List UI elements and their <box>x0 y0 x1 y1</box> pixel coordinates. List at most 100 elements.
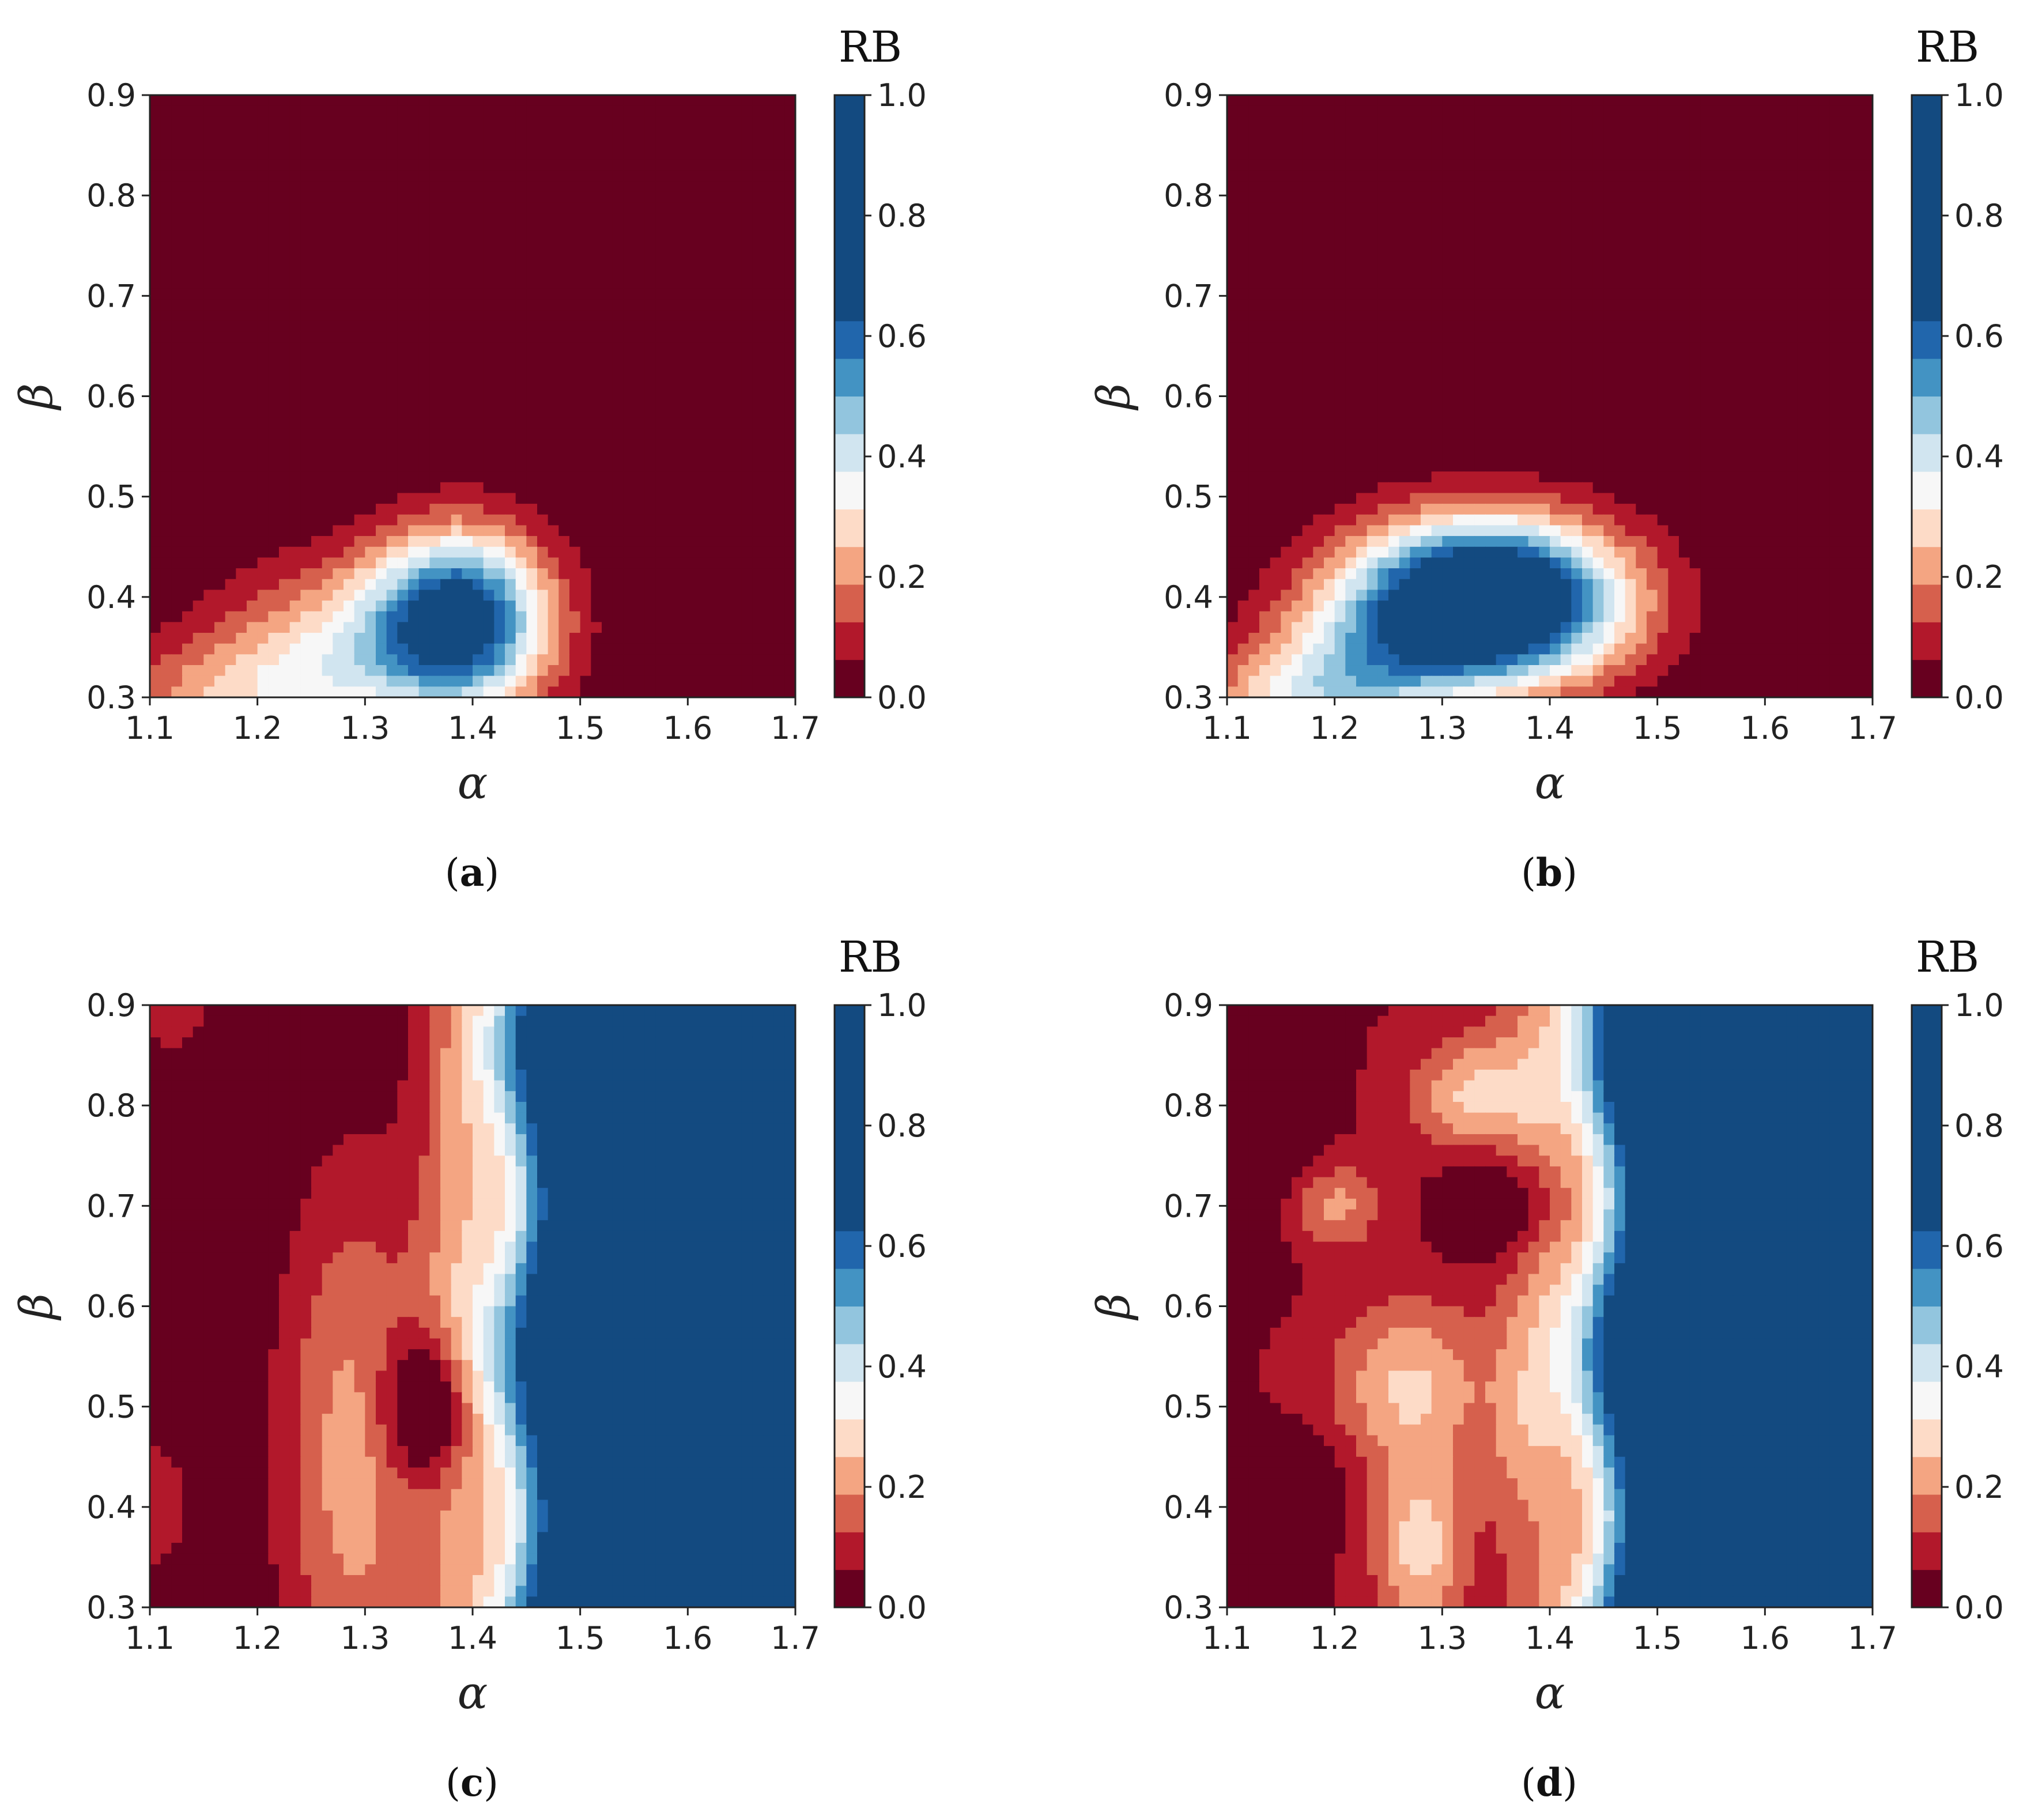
contour-cell <box>677 181 689 192</box>
contour-cell <box>1356 353 1368 365</box>
contour-cell <box>1679 170 1690 182</box>
contour-cell <box>160 601 172 612</box>
contour-cell <box>462 159 473 171</box>
contour-cell <box>429 439 441 451</box>
contour-cell <box>1689 213 1701 225</box>
contour-cell <box>1851 170 1863 182</box>
contour-cell <box>720 514 731 526</box>
contour-cell <box>1668 95 1679 107</box>
contour-cell <box>709 557 721 569</box>
contour-cell <box>494 601 505 612</box>
contour-cell <box>1582 256 1594 268</box>
contour-cell <box>763 675 775 688</box>
contour-cell <box>709 568 721 580</box>
contour-cell <box>548 675 560 688</box>
contour-cell <box>580 331 592 343</box>
contour-cell <box>784 331 796 343</box>
contour-cell <box>1313 364 1324 375</box>
contour-cell <box>644 181 656 192</box>
contour-cell <box>709 267 721 279</box>
contour-cell <box>1711 278 1723 289</box>
contour-cell <box>192 191 205 203</box>
contour-cell <box>1431 181 1443 192</box>
contour-cell <box>462 375 473 386</box>
contour-cell <box>709 310 721 322</box>
contour-cell <box>526 633 538 644</box>
contour-cell <box>1722 342 1734 354</box>
contour-cell <box>1647 364 1658 375</box>
contour-cell <box>1797 342 1809 354</box>
contour-cell <box>1539 310 1550 322</box>
contour-cell <box>182 601 194 612</box>
contour-cell <box>257 256 269 268</box>
contour-cell <box>784 546 796 558</box>
contour-cell <box>505 601 516 612</box>
contour-cell <box>311 364 323 375</box>
contour-cell <box>591 202 602 214</box>
contour-cell <box>634 504 646 515</box>
contour-cell <box>1518 116 1529 128</box>
contour-cell <box>1636 299 1647 311</box>
contour-cell <box>752 493 764 504</box>
contour-cell <box>602 95 613 107</box>
contour-cell <box>569 396 581 407</box>
contour-cell <box>1302 191 1314 203</box>
contour-cell <box>483 611 495 623</box>
contour-cell <box>418 127 431 139</box>
contour-cell <box>1840 170 1852 182</box>
contour-cell <box>150 105 161 118</box>
contour-cell <box>150 256 161 268</box>
contour-cell <box>731 396 742 407</box>
contour-cell <box>1507 278 1518 289</box>
contour-cell <box>1270 353 1282 365</box>
contour-cell <box>784 643 796 655</box>
contour-cell <box>1625 202 1637 214</box>
contour-cell <box>1431 278 1443 289</box>
contour-cell <box>515 504 527 515</box>
contour-cell <box>440 439 452 451</box>
contour-cell <box>773 385 786 397</box>
contour-cell <box>451 105 463 118</box>
contour-cell <box>376 256 387 268</box>
contour-cell <box>1270 159 1282 171</box>
contour-cell <box>300 633 312 644</box>
contour-cell <box>247 299 258 311</box>
contour-cell <box>666 601 678 612</box>
contour-cell <box>1388 202 1400 214</box>
contour-cell <box>311 482 323 494</box>
contour-cell <box>376 590 387 601</box>
contour-cell <box>1765 288 1776 300</box>
contour-cell <box>1797 105 1809 118</box>
contour-cell <box>752 665 764 677</box>
contour-cell <box>429 191 441 203</box>
contour-cell <box>236 417 247 429</box>
contour-cell <box>763 546 775 558</box>
contour-cell <box>1356 95 1368 107</box>
contour-cell <box>1689 256 1701 268</box>
contour-cell <box>473 256 484 268</box>
contour-cell <box>644 643 656 655</box>
contour-cell <box>1732 278 1744 289</box>
contour-cell <box>1722 213 1734 225</box>
contour-cell <box>558 675 570 688</box>
contour-cell <box>526 138 538 150</box>
contour-cell <box>1647 331 1658 343</box>
contour-cell <box>1474 213 1486 225</box>
contour-cell <box>418 278 431 289</box>
contour-cell <box>1281 191 1292 203</box>
contour-cell <box>192 654 205 666</box>
contour-cell <box>644 310 656 322</box>
contour-cell <box>160 127 172 139</box>
contour-cell <box>1528 149 1540 160</box>
contour-cell <box>569 460 581 472</box>
contour-cell <box>171 686 183 698</box>
contour-cell <box>1818 256 1830 268</box>
contour-cell <box>451 224 463 236</box>
contour-cell <box>150 331 161 343</box>
contour-cell <box>429 514 441 526</box>
contour-cell <box>408 643 420 655</box>
contour-cell <box>225 514 237 526</box>
contour-cell <box>558 450 570 462</box>
contour-cell <box>333 170 344 182</box>
contour-cell <box>666 364 678 375</box>
